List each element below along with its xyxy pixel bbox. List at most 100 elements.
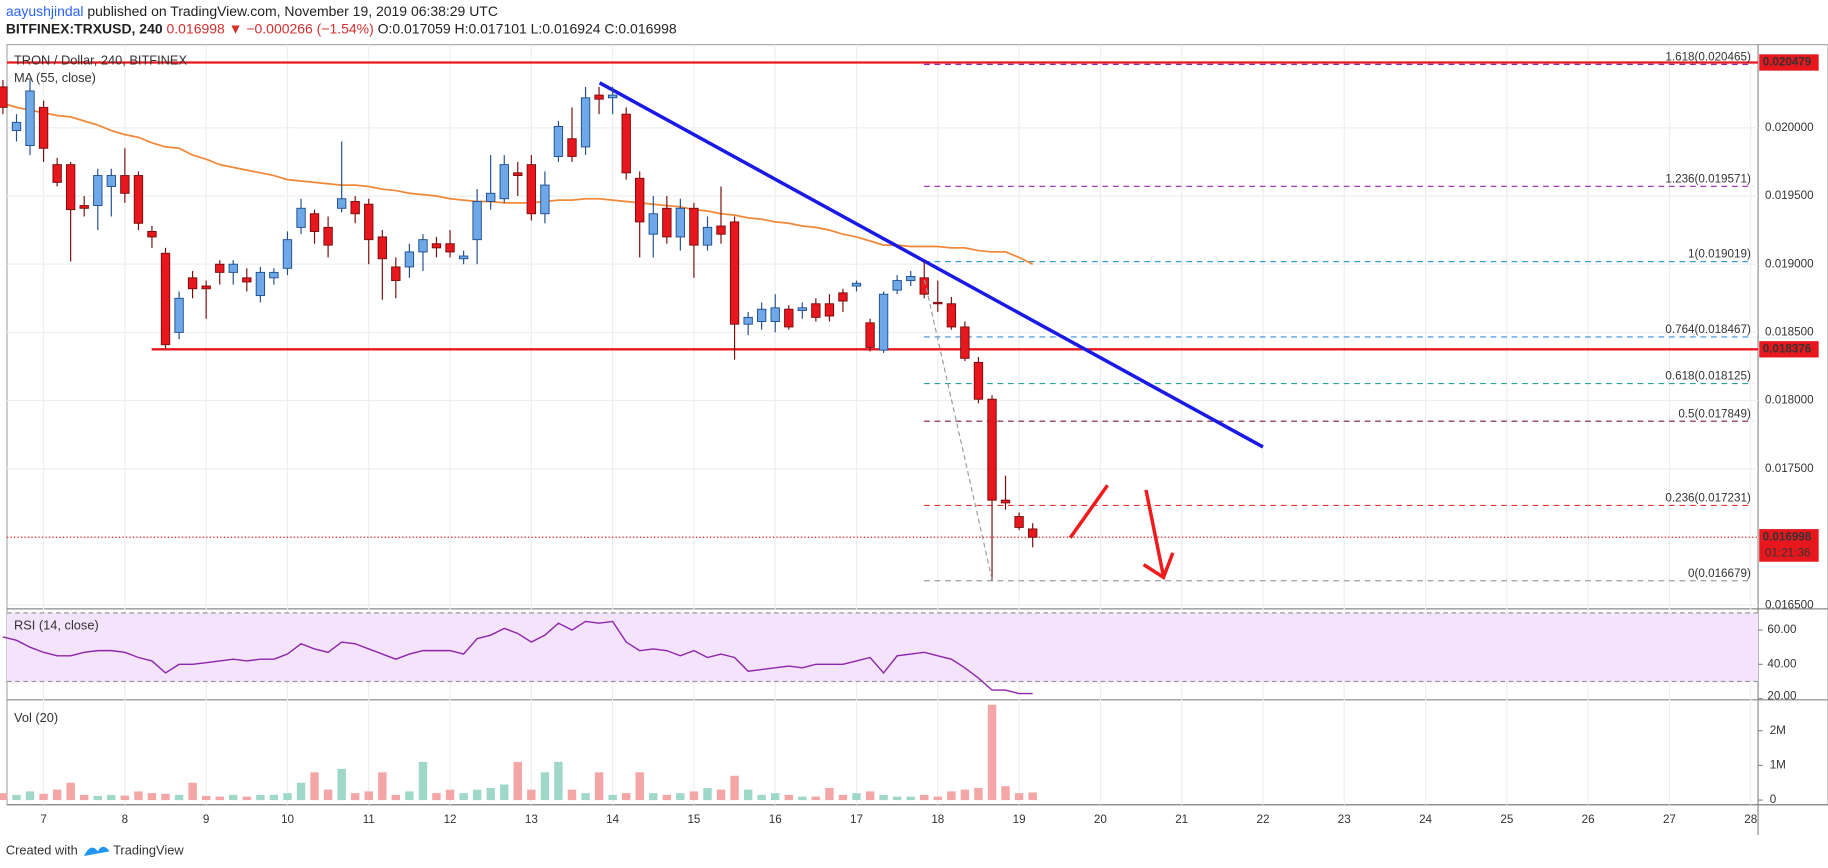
volume-bar — [161, 793, 170, 801]
candle-body — [513, 172, 523, 177]
volume-bar — [920, 794, 929, 801]
candle-body — [702, 226, 713, 246]
candle-body — [418, 239, 428, 253]
y-tick-label: 0.017500 — [1765, 462, 1814, 475]
volume-bar — [350, 793, 360, 801]
candle-body — [594, 94, 604, 100]
volume-bar — [66, 782, 75, 801]
candle-body — [174, 297, 184, 333]
volume-bar — [39, 793, 48, 801]
volume-bar — [93, 795, 103, 801]
volume-bar — [256, 794, 265, 801]
volume-bar — [865, 791, 875, 801]
volume-bar — [269, 794, 279, 801]
volume-bar — [716, 789, 726, 801]
candle-body — [648, 213, 658, 235]
candle-body — [228, 263, 238, 273]
x-tick-label: 14 — [606, 813, 619, 826]
candle-body — [689, 207, 699, 246]
volume-bar — [188, 782, 197, 801]
candle-body — [120, 175, 130, 194]
candle-body — [540, 184, 550, 215]
candle-body — [960, 326, 970, 359]
candle-body — [919, 277, 929, 295]
level-tag-label: 0.018376 — [1763, 342, 1812, 355]
volume-bars — [0, 704, 1037, 801]
volume-bar — [608, 794, 617, 801]
candles — [0, 80, 1038, 581]
volume-bar — [201, 795, 211, 801]
candle-body — [1000, 499, 1011, 504]
volume-legend: Vol (20) — [14, 710, 58, 725]
candle-body — [187, 277, 198, 290]
volume-bar — [310, 772, 319, 801]
volume-bar — [906, 796, 915, 801]
last-price-label: 0.016998 — [1763, 530, 1812, 543]
volume-bar — [296, 782, 306, 801]
x-tick-label: 25 — [1500, 813, 1513, 826]
volume-bar — [215, 796, 224, 801]
published: published on TradingView.com, November 1… — [87, 3, 498, 19]
brand[interactable]: TradingView — [113, 843, 184, 858]
volume-bar — [527, 789, 536, 801]
candle-body — [987, 398, 997, 501]
volume-bar — [892, 796, 902, 801]
fib-connector — [923, 279, 993, 580]
fib-label: 1.618(0.020465) — [1665, 50, 1751, 63]
x-tick-label: 26 — [1582, 813, 1595, 826]
level-tag — [1759, 54, 1819, 71]
volume-bar — [364, 791, 373, 801]
y-tick-label: 0.018000 — [1765, 394, 1814, 407]
volume-tick-label: 2M — [1770, 724, 1786, 737]
overlay: 1.618(0.020465) 1.236(0.019571) 1(0.019019… — [1665, 50, 1751, 579]
volume-bar — [987, 704, 997, 801]
y-tick-label: 0.016500 — [1765, 598, 1814, 611]
y-tick-label: 0.019500 — [1765, 189, 1814, 202]
x-tick-label: 15 — [687, 813, 700, 826]
volume-bar — [743, 789, 753, 801]
volume-bar — [120, 795, 130, 801]
volume-bar — [337, 768, 346, 801]
volume-bar — [107, 794, 116, 801]
volume-bar — [283, 793, 292, 801]
candle-body — [38, 106, 49, 149]
volume-bar — [649, 793, 658, 801]
candle-body — [160, 252, 171, 346]
candle-body — [662, 207, 672, 238]
candle-body — [404, 251, 415, 268]
volume-bar — [852, 793, 861, 801]
volume-bar — [513, 761, 522, 801]
volume-bar — [771, 793, 780, 801]
candle-body — [472, 200, 482, 241]
volume-bar — [1028, 792, 1037, 801]
volume-bar — [174, 794, 184, 801]
candle-body — [770, 307, 780, 322]
publisher[interactable]: aayushjindal — [6, 3, 84, 19]
change: 0.016998 ▼ −0.000266 (−1.54%) — [167, 20, 374, 36]
candle-body — [106, 175, 116, 187]
candle-body — [364, 203, 374, 241]
candle-body — [296, 207, 306, 228]
volume-bar — [879, 794, 888, 801]
footer: Created with — [6, 843, 78, 858]
volume-bar — [730, 775, 739, 801]
header-line-1: aayushjindal published on TradingView.co… — [6, 3, 498, 19]
volume-bar — [486, 787, 495, 801]
candle-body — [350, 200, 360, 215]
volume-bar — [1014, 793, 1024, 801]
x-tick-label: 9 — [203, 813, 209, 826]
volume-bar — [242, 796, 252, 801]
volume-bar — [838, 794, 848, 801]
candle-body — [79, 205, 89, 209]
volume-bar — [323, 789, 333, 801]
axes: 7 8 9 10 11 12 13 14 15 16 17 18 19 20 21 22 23 24 25 26 27 2… — [40, 54, 1819, 826]
level-tag — [1759, 341, 1819, 358]
candle-body — [445, 243, 455, 253]
volume-bar — [689, 791, 699, 801]
volume-bar — [784, 794, 794, 801]
x-tick-label: 27 — [1663, 813, 1676, 826]
candle-body — [526, 164, 537, 215]
